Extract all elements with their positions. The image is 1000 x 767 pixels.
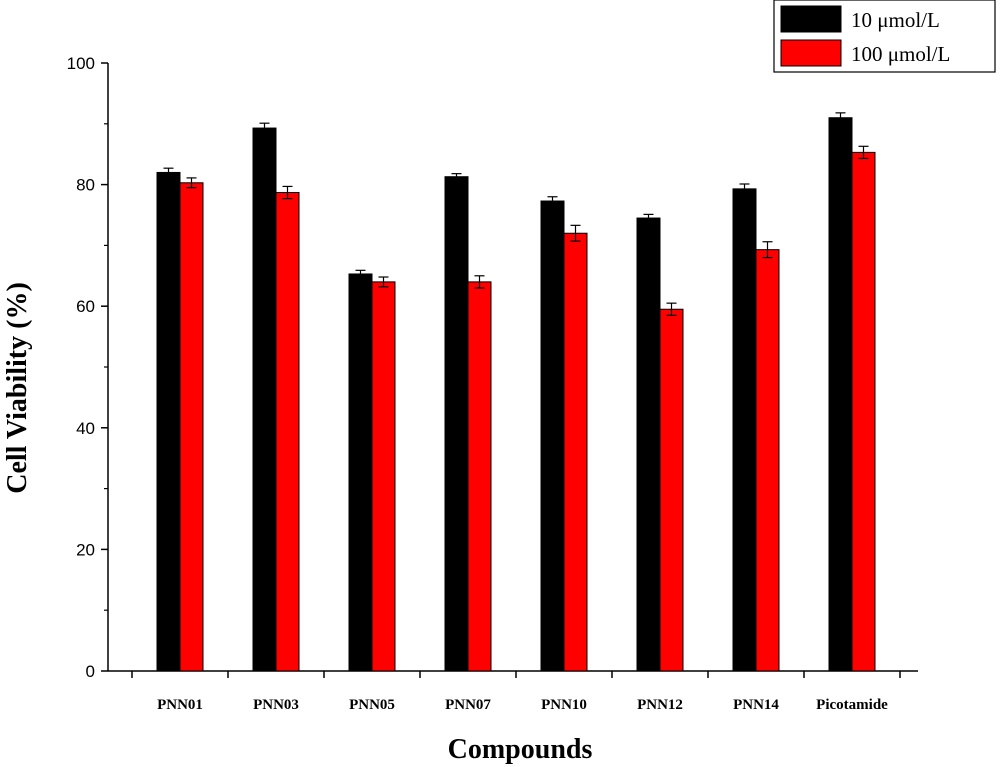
error-bar-pnn12 xyxy=(643,213,654,223)
y-tick-label: 40 xyxy=(76,419,95,438)
error-bar-pnn14 xyxy=(762,241,773,259)
bar-10-umol-pnn01 xyxy=(156,171,181,672)
error-bars xyxy=(163,112,869,316)
y-axis-title: Cell Viability (%) xyxy=(2,282,33,494)
bar-10-umol-picotamide xyxy=(828,117,853,672)
error-bar-pnn14 xyxy=(739,183,750,195)
error-bar-pnn10 xyxy=(547,196,558,206)
bar-10-umol-pnn12 xyxy=(636,217,661,672)
bar-10-umol-pnn05 xyxy=(348,273,373,672)
bar-100-umol-pnn07 xyxy=(467,281,492,672)
x-tick-label-pnn14: PNN14 xyxy=(733,697,779,713)
y-tick-label: 60 xyxy=(76,297,95,316)
error-bar-pnn01 xyxy=(186,177,197,189)
bar-100-umol-pnn14 xyxy=(755,249,780,672)
x-tick-label-picotamide: Picotamide xyxy=(816,697,888,713)
x-tick-label-pnn05: PNN05 xyxy=(349,697,395,713)
y-tick-label: 20 xyxy=(76,540,95,559)
legend-label-100: 100 μmol/L xyxy=(851,42,950,66)
error-bar-pnn03 xyxy=(282,185,293,200)
error-bar-picotamide xyxy=(835,112,846,124)
category-labels: PNN01 PNN03 PNN05 PNN07 PNN10 PNN12 PNN14 Picot… xyxy=(157,697,888,713)
y-tick-label: 0 xyxy=(86,662,95,681)
bar-10-umol-pnn07 xyxy=(444,176,469,672)
x-tick-label-pnn03: PNN03 xyxy=(253,697,299,713)
legend-swatch-10 xyxy=(780,5,842,33)
y-tick-label: 80 xyxy=(76,176,95,195)
y-tick-label: 100 xyxy=(67,54,95,73)
error-bar-pnn12 xyxy=(666,302,677,316)
bar-10-umol-pnn14 xyxy=(732,188,757,672)
bar-100-umol-pnn03 xyxy=(275,192,300,672)
error-bar-pnn01 xyxy=(163,167,174,178)
x-axis-title: Compounds xyxy=(448,734,593,765)
error-bar-pnn05 xyxy=(378,276,389,288)
error-bar-pnn05 xyxy=(355,269,366,279)
error-bar-pnn07 xyxy=(474,275,485,289)
bar-100-umol-pnn01 xyxy=(179,182,204,672)
x-tick-label-pnn10: PNN10 xyxy=(541,697,587,713)
error-bar-pnn03 xyxy=(259,122,270,134)
error-bar-pnn10 xyxy=(570,224,581,242)
error-bar-pnn07 xyxy=(451,173,462,181)
x-tick-label-pnn01: PNN01 xyxy=(157,697,203,713)
bar-10-umol-pnn03 xyxy=(252,127,277,672)
x-ticks xyxy=(131,671,901,678)
axes xyxy=(107,63,918,672)
error-bar-picotamide xyxy=(858,145,869,160)
bar-100-umol-picotamide xyxy=(851,151,876,672)
x-tick-label-pnn07: PNN07 xyxy=(445,697,491,713)
y-ticks: 0 20 40 60 80 100 xyxy=(67,54,108,681)
bars xyxy=(156,117,876,672)
bar-10-umol-pnn10 xyxy=(540,200,565,672)
bar-100-umol-pnn10 xyxy=(563,232,588,672)
legend: 10 μmol/L 100 μmol/L xyxy=(773,0,996,73)
bar-100-umol-pnn05 xyxy=(371,281,396,672)
bar-100-umol-pnn12 xyxy=(659,308,684,672)
legend-swatch-100 xyxy=(780,39,842,67)
legend-label-10: 10 μmol/L xyxy=(851,8,940,32)
x-tick-label-pnn12: PNN12 xyxy=(637,697,683,713)
